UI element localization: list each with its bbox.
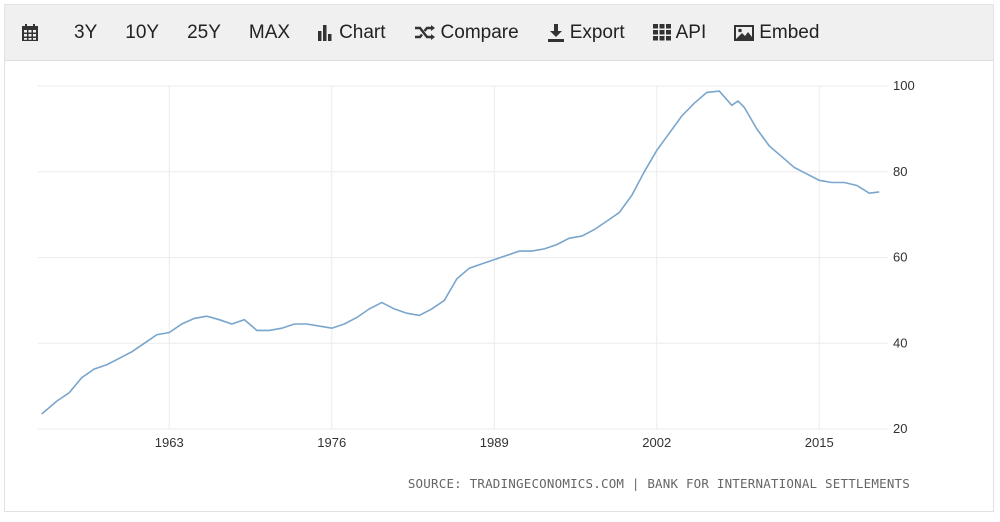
x-tick-label: 2002 [642, 435, 671, 450]
y-tick-label: 60 [893, 250, 907, 265]
x-tick-label: 1989 [480, 435, 509, 450]
calendar-button[interactable] [21, 23, 44, 42]
chart-type-label: Chart [339, 21, 386, 43]
range-3y-button[interactable]: 3Y [74, 22, 97, 44]
api-button[interactable]: API [652, 21, 707, 44]
grid-icon [652, 24, 671, 41]
series-line [41, 90, 880, 415]
range-max-label: MAX [248, 21, 291, 43]
api-label: API [675, 21, 707, 43]
range-25y-button[interactable]: 25Y [187, 22, 221, 44]
export-button[interactable]: Export [547, 22, 625, 44]
bar-chart-icon [318, 25, 332, 41]
compare-button[interactable]: Compare [414, 22, 519, 44]
range-10y-label: 10Y [125, 21, 160, 43]
range-3y-label: 3Y [74, 21, 98, 43]
range-max-button[interactable]: MAX [249, 22, 290, 44]
embed-label: Embed [759, 21, 820, 43]
chart-grid [38, 85, 888, 430]
embed-button[interactable]: Embed [734, 22, 819, 44]
chart-type-button[interactable]: Chart [318, 21, 386, 44]
range-10y-button[interactable]: 10Y [125, 22, 159, 44]
export-label: Export [569, 21, 625, 43]
y-tick-label: 100 [893, 78, 915, 93]
source-text: SOURCE: TRADINGECONOMICS.COM | BANK FOR … [408, 476, 910, 491]
range-25y-label: 25Y [187, 21, 221, 43]
chart-toolbar: 3Y 10Y 25Y MAX Chart Compare [5, 5, 993, 61]
y-tick-label: 20 [893, 421, 907, 436]
image-icon [734, 24, 755, 41]
download-icon [547, 23, 564, 42]
y-tick-label: 80 [893, 164, 907, 179]
x-axis-labels: 1963 1976 1989 2002 2015 [155, 435, 834, 450]
compare-label: Compare [440, 21, 519, 43]
x-tick-label: 1963 [155, 435, 184, 450]
y-axis-labels: 20 40 60 80 100 [893, 78, 915, 436]
x-tick-label: 2015 [805, 435, 834, 450]
y-tick-label: 40 [893, 335, 907, 350]
x-tick-label: 1976 [317, 435, 346, 450]
calendar-icon [22, 23, 38, 41]
shuffle-icon [414, 24, 435, 40]
